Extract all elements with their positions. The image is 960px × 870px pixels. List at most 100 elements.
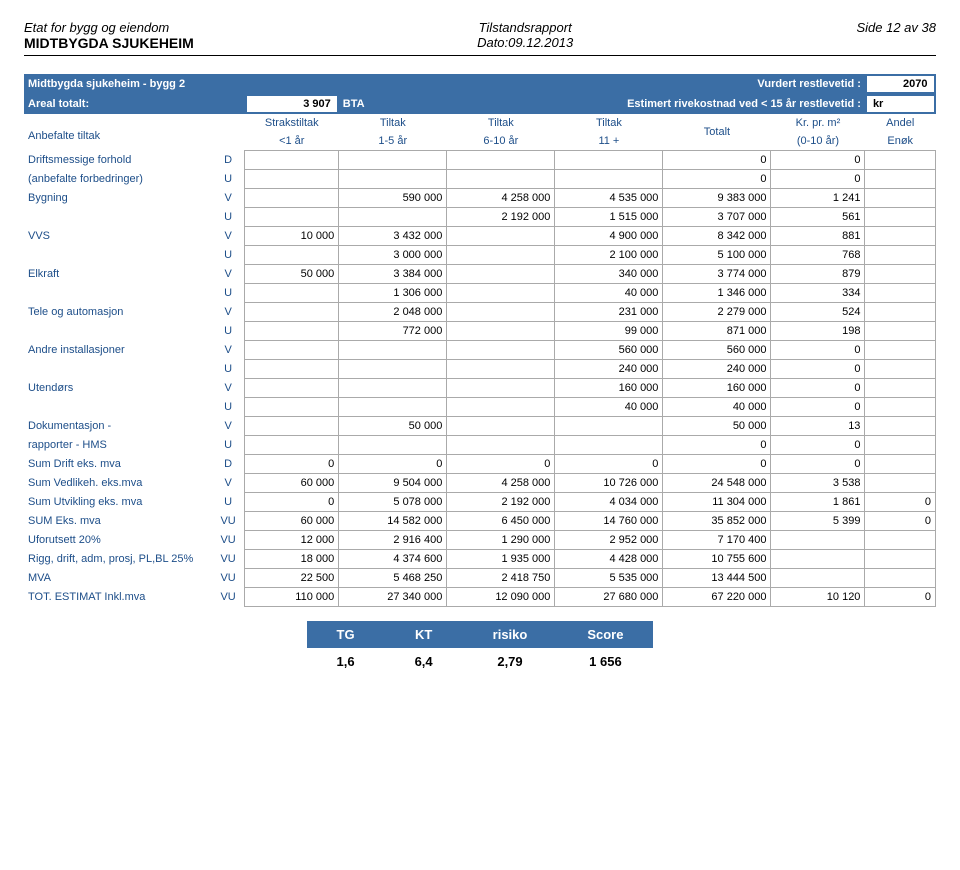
cell-c5: 160 000 xyxy=(663,379,771,398)
cell-c3 xyxy=(447,170,555,189)
cell-c6: 0 xyxy=(771,455,865,474)
cell-c5: 11 304 000 xyxy=(663,493,771,512)
cell-c4 xyxy=(555,417,663,436)
tg-v4: 1 656 xyxy=(557,648,653,675)
row-label: Sum Drift eks. mva xyxy=(24,455,212,474)
cell-c5: 871 000 xyxy=(663,322,771,341)
cell-c7 xyxy=(865,303,936,322)
cell-c6: 13 xyxy=(771,417,865,436)
cell-c7: 0 xyxy=(865,493,936,512)
cell-c7 xyxy=(865,398,936,417)
cell-c1: 22 500 xyxy=(245,569,339,588)
cell-c6: 561 xyxy=(771,208,865,227)
cell-c4: 340 000 xyxy=(555,265,663,284)
col-c1b: <1 år xyxy=(245,132,339,151)
cell-c6: 0 xyxy=(771,436,865,455)
cell-c7 xyxy=(865,170,936,189)
table-row: U1 306 00040 0001 346 000334 xyxy=(24,284,936,303)
cell-c6: 0 xyxy=(771,360,865,379)
row-label: Utendørs xyxy=(24,379,212,398)
row-label: SUM Eks. mva xyxy=(24,512,212,531)
header-right: Side 12 av 38 xyxy=(856,20,936,35)
tg-summary-table: TG KT risiko Score 1,6 6,4 2,79 1 656 xyxy=(307,621,654,675)
row-code: U xyxy=(212,322,245,341)
tg-value-row: 1,6 6,4 2,79 1 656 xyxy=(307,648,654,675)
table-row: Driftsmessige forholdD00 xyxy=(24,151,936,170)
cell-c5: 560 000 xyxy=(663,341,771,360)
cell-c4: 10 726 000 xyxy=(555,474,663,493)
cell-c2: 3 384 000 xyxy=(339,265,447,284)
cell-c4 xyxy=(555,436,663,455)
bta-label: BTA xyxy=(339,94,447,114)
cell-c4: 1 515 000 xyxy=(555,208,663,227)
cell-c7 xyxy=(865,474,936,493)
cell-c2: 3 000 000 xyxy=(339,246,447,265)
title-bar-1: Midtbygda sjukeheim - bygg 2 Vurdert res… xyxy=(24,74,936,94)
col-c4a: Tiltak xyxy=(555,114,663,132)
cell-c1: 60 000 xyxy=(245,512,339,531)
cell-c6: 1 241 xyxy=(771,189,865,208)
cell-c2: 0 xyxy=(339,455,447,474)
cell-c3 xyxy=(447,322,555,341)
table-row: Sum Vedlikeh. eks.mvaV60 0009 504 0004 2… xyxy=(24,474,936,493)
cell-c4: 40 000 xyxy=(555,398,663,417)
cell-c6: 198 xyxy=(771,322,865,341)
cell-c2: 14 582 000 xyxy=(339,512,447,531)
restlevetid-value: 2070 xyxy=(867,76,934,92)
cell-c4: 40 000 xyxy=(555,284,663,303)
cell-c4: 2 100 000 xyxy=(555,246,663,265)
row-label: TOT. ESTIMAT Inkl.mva xyxy=(24,588,212,607)
cell-c4: 560 000 xyxy=(555,341,663,360)
cell-c4: 14 760 000 xyxy=(555,512,663,531)
cell-c1 xyxy=(245,303,339,322)
table-row: Dokumentasjon -V50 00050 00013 xyxy=(24,417,936,436)
cell-c1: 0 xyxy=(245,455,339,474)
cell-c2: 5 468 250 xyxy=(339,569,447,588)
cell-c2: 50 000 xyxy=(339,417,447,436)
cell-c6: 0 xyxy=(771,398,865,417)
cell-c2: 590 000 xyxy=(339,189,447,208)
cell-c6: 0 xyxy=(771,341,865,360)
cell-c1 xyxy=(245,246,339,265)
tg-h1: TG xyxy=(307,621,385,648)
tg-h3: risiko xyxy=(463,621,558,648)
table-row: U772 00099 000871 000198 xyxy=(24,322,936,341)
cell-c4: 4 428 000 xyxy=(555,550,663,569)
dept-label: Etat for bygg og eiendom xyxy=(24,20,194,35)
row-label: (anbefalte forbedringer) xyxy=(24,170,212,189)
col-anbefalte: Anbefalte tiltak xyxy=(24,114,245,151)
title-bar-2: Areal totalt: 3 907 BTA Estimert rivekos… xyxy=(24,94,936,114)
row-code: V xyxy=(212,417,245,436)
cell-c6: 10 120 xyxy=(771,588,865,607)
col-c6a: Kr. pr. m² xyxy=(771,114,865,132)
row-label: VVS xyxy=(24,227,212,246)
cell-c2 xyxy=(339,436,447,455)
row-label xyxy=(24,246,212,265)
cell-c2 xyxy=(339,208,447,227)
row-code: U xyxy=(212,246,245,265)
cell-c3 xyxy=(447,436,555,455)
cell-c5: 0 xyxy=(663,151,771,170)
cell-c5: 240 000 xyxy=(663,360,771,379)
col-c3a: Tiltak xyxy=(447,114,555,132)
cell-c7: 0 xyxy=(865,588,936,607)
cell-c3 xyxy=(447,341,555,360)
row-code: U xyxy=(212,170,245,189)
cell-c1 xyxy=(245,189,339,208)
cell-c7 xyxy=(865,417,936,436)
tg-h4: Score xyxy=(557,621,653,648)
table-row: SUM Eks. mvaVU60 00014 582 0006 450 0001… xyxy=(24,512,936,531)
row-code: V xyxy=(212,265,245,284)
report-date: Dato:09.12.2013 xyxy=(477,35,573,50)
cell-c3: 4 258 000 xyxy=(447,189,555,208)
cell-c1 xyxy=(245,417,339,436)
cell-c4: 160 000 xyxy=(555,379,663,398)
cell-c3: 2 418 750 xyxy=(447,569,555,588)
row-code: VU xyxy=(212,550,245,569)
cell-c7 xyxy=(865,455,936,474)
table-row: rapporter - HMSU00 xyxy=(24,436,936,455)
cell-c5: 7 170 400 xyxy=(663,531,771,550)
cell-c3 xyxy=(447,246,555,265)
cell-c2 xyxy=(339,151,447,170)
row-code: U xyxy=(212,398,245,417)
